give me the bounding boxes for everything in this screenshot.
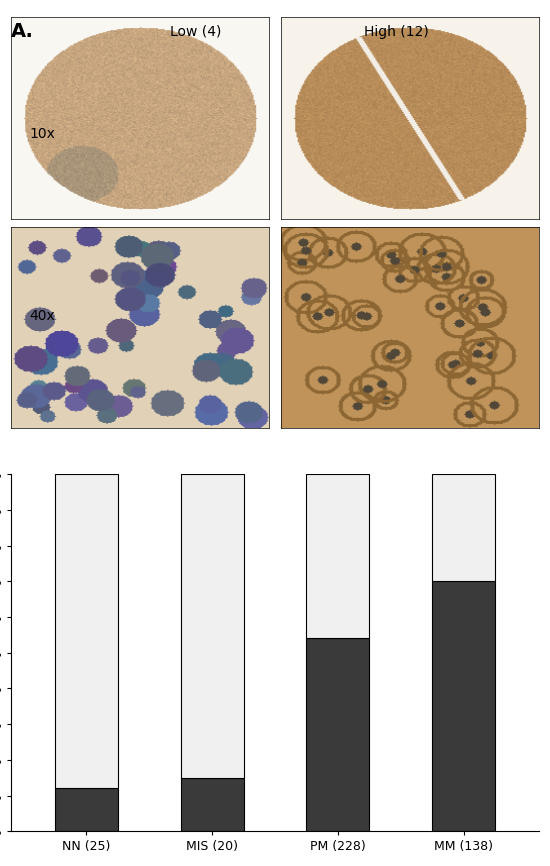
Text: A.: A. — [11, 22, 34, 41]
Text: Low (4): Low (4) — [169, 25, 221, 39]
Bar — [181, 475, 244, 778]
Bar — [432, 581, 495, 831]
Bar — [55, 789, 118, 831]
Bar — [306, 638, 369, 831]
Text: 40x: 40x — [29, 309, 55, 323]
Bar — [432, 475, 495, 581]
Bar — [181, 778, 244, 831]
Text: High (12): High (12) — [364, 25, 428, 39]
Text: 10x: 10x — [29, 127, 55, 141]
Bar — [306, 475, 369, 638]
Bar — [55, 475, 118, 789]
